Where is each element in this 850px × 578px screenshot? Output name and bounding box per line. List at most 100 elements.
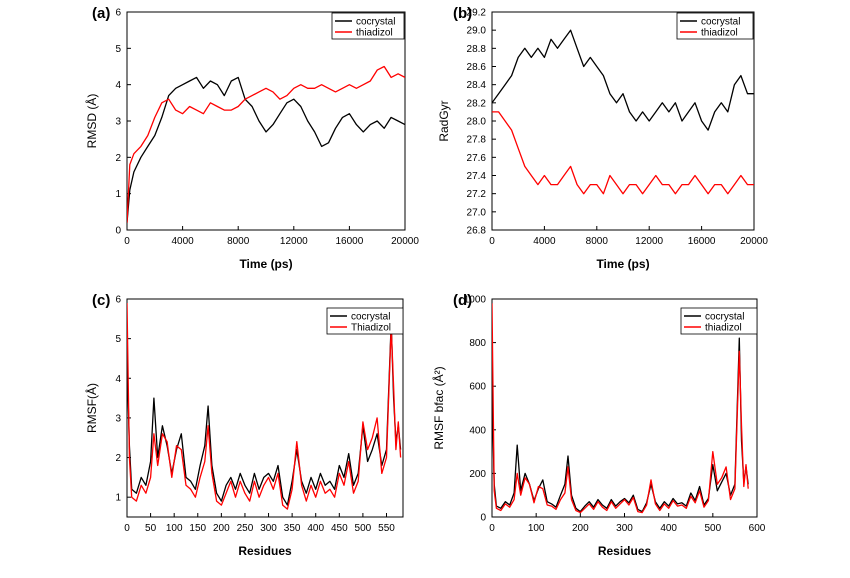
x-tick-label: 450 bbox=[331, 523, 348, 534]
x-tick-label: 16000 bbox=[335, 236, 363, 247]
y-tick-label: 0 bbox=[480, 513, 486, 524]
y-tick-label: 2 bbox=[115, 453, 121, 464]
legend-box bbox=[326, 307, 404, 335]
x-tick-label: 300 bbox=[260, 523, 277, 534]
y-tick-label: 1000 bbox=[464, 295, 487, 306]
panel-label: (a) bbox=[92, 5, 110, 22]
y-tick-label: 28.0 bbox=[467, 117, 487, 128]
legend-box bbox=[331, 12, 405, 40]
x-tick-label: 150 bbox=[189, 523, 206, 534]
x-tick-label: 8000 bbox=[586, 236, 609, 247]
legend-entry: cocrystal bbox=[351, 312, 390, 323]
x-tick-label: 400 bbox=[660, 523, 677, 534]
legend-entry: thiadizol bbox=[701, 28, 738, 39]
legend-entry: Thiadizol bbox=[351, 323, 391, 334]
y-axis-title: RMSF(Å) bbox=[84, 383, 99, 433]
x-tick-label: 250 bbox=[237, 523, 254, 534]
y-tick-label: 27.4 bbox=[467, 171, 487, 182]
y-tick-label: 1 bbox=[115, 189, 121, 200]
x-axis-title: Time (ps) bbox=[596, 257, 649, 271]
legend-box bbox=[676, 12, 754, 40]
legend-entry: cocrystal bbox=[701, 17, 740, 28]
x-tick-label: 0 bbox=[124, 236, 130, 247]
y-tick-label: 28.2 bbox=[467, 98, 487, 109]
x-tick-label: 0 bbox=[489, 523, 495, 534]
plot-frame bbox=[126, 298, 404, 518]
y-tick-label: 28.8 bbox=[467, 44, 487, 55]
series-line-cocrystal bbox=[127, 322, 402, 506]
series-line-thiadizol bbox=[127, 302, 402, 510]
chart-panel: 0 4000 8000 12000 16000 20000 26.8 27.0 27.2 27.4… bbox=[437, 5, 768, 271]
x-tick-label: 550 bbox=[378, 523, 395, 534]
plot-frame bbox=[491, 11, 755, 231]
y-tick-label: 3 bbox=[115, 413, 121, 424]
y-tick-label: 6 bbox=[115, 8, 121, 19]
y-tick-label: 3 bbox=[115, 117, 121, 128]
x-tick-label: 0 bbox=[489, 236, 495, 247]
x-tick-label: 200 bbox=[572, 523, 589, 534]
y-tick-label: 27.8 bbox=[467, 135, 487, 146]
y-tick-label: 4 bbox=[115, 374, 121, 385]
panel-label: (b) bbox=[453, 5, 472, 22]
y-tick-label: 4 bbox=[115, 80, 121, 91]
series-line-thiadizol bbox=[492, 111, 754, 195]
x-axis-title: Time (ps) bbox=[239, 257, 292, 271]
x-tick-label: 20000 bbox=[740, 236, 768, 247]
x-tick-label: 300 bbox=[616, 523, 633, 534]
panel-label: (c) bbox=[92, 292, 110, 309]
x-tick-label: 50 bbox=[145, 523, 157, 534]
x-tick-label: 4000 bbox=[533, 236, 556, 247]
y-tick-label: 2 bbox=[115, 153, 121, 164]
y-tick-label: 400 bbox=[469, 425, 486, 436]
panel-label: (d) bbox=[453, 292, 472, 309]
x-tick-label: 0 bbox=[124, 523, 130, 534]
y-tick-label: 29.2 bbox=[467, 8, 487, 19]
x-tick-label: 200 bbox=[213, 523, 230, 534]
series-line-thiadizol bbox=[492, 303, 749, 514]
legend-entry: thiadizol bbox=[705, 323, 742, 334]
x-tick-label: 100 bbox=[528, 523, 545, 534]
y-tick-label: 1 bbox=[115, 493, 121, 504]
x-tick-label: 600 bbox=[749, 523, 766, 534]
legend-entry: cocrystal bbox=[356, 17, 395, 28]
y-tick-label: 200 bbox=[469, 469, 486, 480]
chart-panel: 0 100 200 300 400 500 600 0 200 400 600 800 1000(d) R… bbox=[431, 292, 766, 558]
x-tick-label: 12000 bbox=[635, 236, 663, 247]
chart-panel: 0 50 100 150 200 250 300 350 400 450 500 550 1 2 3 4 5 6 (… bbox=[84, 292, 404, 558]
y-tick-label: 5 bbox=[115, 334, 121, 345]
y-tick-label: 27.2 bbox=[467, 189, 487, 200]
y-tick-label: 6 bbox=[115, 295, 121, 306]
y-tick-label: 28.6 bbox=[467, 62, 487, 73]
y-tick-label: 0 bbox=[115, 226, 121, 237]
x-tick-label: 400 bbox=[307, 523, 324, 534]
x-tick-label: 500 bbox=[704, 523, 721, 534]
chart-panel: 0 4000 8000 12000 16000 20000 0 1 2 3 4 5 6 (a) Time (… bbox=[84, 5, 419, 271]
x-tick-label: 16000 bbox=[688, 236, 716, 247]
y-tick-label: 27.0 bbox=[467, 207, 487, 218]
y-tick-label: 600 bbox=[469, 382, 486, 393]
legend-box bbox=[680, 307, 758, 335]
x-tick-label: 12000 bbox=[280, 236, 308, 247]
x-tick-label: 20000 bbox=[391, 236, 419, 247]
x-axis-title: Residues bbox=[238, 544, 292, 558]
x-tick-label: 500 bbox=[355, 523, 372, 534]
y-tick-label: 28.4 bbox=[467, 80, 487, 91]
y-axis-title: RadGyr bbox=[437, 100, 451, 141]
series-line-cocrystal bbox=[492, 29, 754, 131]
x-tick-label: 8000 bbox=[227, 236, 250, 247]
legend-entry: cocrystal bbox=[705, 312, 744, 323]
y-tick-label: 27.6 bbox=[467, 153, 487, 164]
y-tick-label: 5 bbox=[115, 44, 121, 55]
legend-entry: thiadizol bbox=[356, 28, 393, 39]
series-line-thiadizol bbox=[127, 65, 405, 223]
x-tick-label: 350 bbox=[284, 523, 301, 534]
x-axis-title: Residues bbox=[598, 544, 652, 558]
plot-frame bbox=[126, 11, 406, 231]
y-axis-title: RMSD (Å) bbox=[84, 94, 99, 149]
x-tick-label: 4000 bbox=[171, 236, 194, 247]
